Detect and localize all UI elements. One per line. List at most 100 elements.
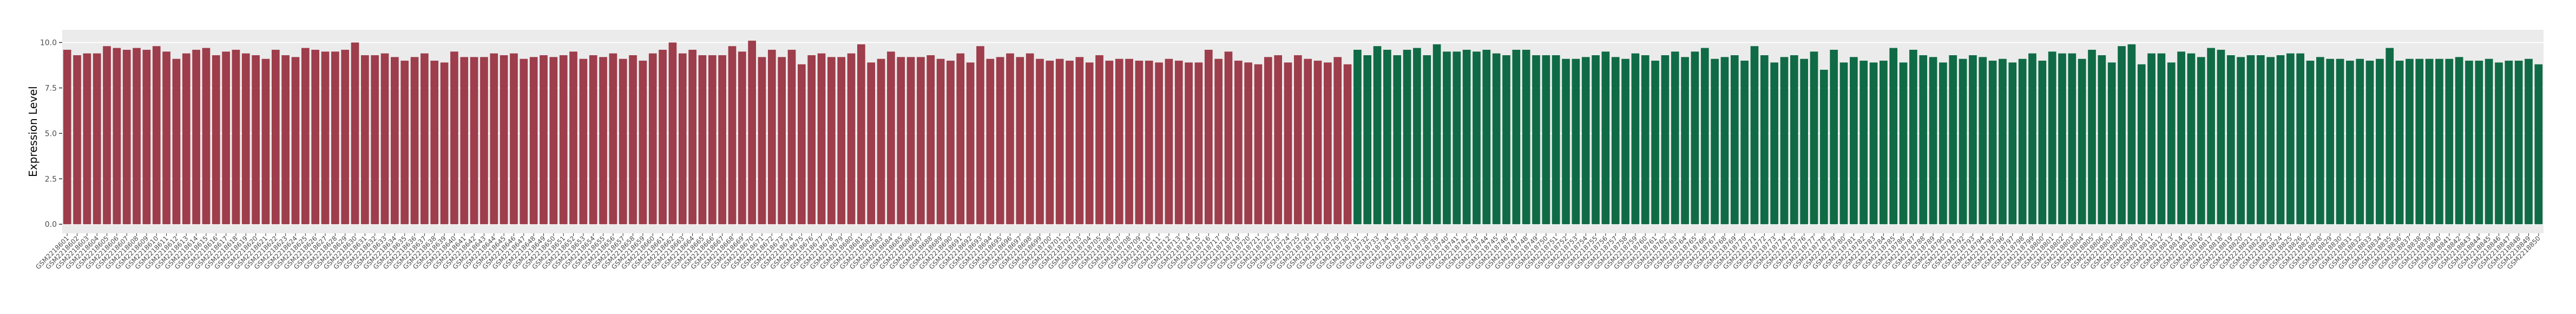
bar [2187, 53, 2196, 225]
bar [2475, 61, 2483, 225]
bar [1899, 62, 1908, 225]
y-tick-label: 2.5 [45, 175, 57, 184]
bar [520, 58, 528, 225]
bar [1979, 57, 1987, 225]
bar [113, 48, 121, 225]
bar [391, 57, 399, 225]
bar [202, 48, 211, 225]
bar [1393, 55, 1402, 225]
bar [2246, 55, 2255, 225]
bar [2425, 58, 2434, 225]
bar [1254, 64, 1263, 225]
bar [2008, 62, 2017, 225]
bar [1909, 49, 1917, 225]
bar [579, 58, 588, 225]
bar [767, 49, 776, 225]
bar [222, 51, 230, 225]
bar [1859, 61, 1868, 225]
bar [1293, 55, 1302, 225]
bar [549, 57, 558, 225]
bar [1651, 61, 1659, 225]
bar [2068, 53, 2076, 225]
bar [698, 55, 707, 225]
bar [2217, 49, 2225, 225]
bar [738, 51, 746, 225]
bar [1919, 55, 1928, 225]
y-tick-label: 10.0 [40, 39, 57, 48]
bar [1373, 46, 1382, 225]
bar [2028, 53, 2036, 225]
bar [1611, 57, 1620, 225]
bar [1304, 58, 1312, 225]
bar [73, 55, 81, 225]
bar [2048, 51, 2056, 225]
bar [1720, 57, 1729, 225]
bar [2465, 61, 2473, 225]
bar [807, 55, 816, 225]
bar [2376, 58, 2384, 225]
bar [947, 61, 955, 225]
bar [2306, 61, 2315, 225]
bar [2356, 58, 2364, 225]
bar [430, 61, 439, 225]
bar [1383, 49, 1391, 225]
bar [1482, 49, 1491, 225]
bar [966, 62, 975, 225]
bar [2226, 55, 2235, 225]
bar [1502, 55, 1510, 225]
bar [936, 58, 945, 225]
bar [2316, 57, 2324, 225]
bar [648, 53, 657, 225]
bar [2336, 58, 2344, 225]
bar [926, 55, 935, 225]
bar [241, 53, 250, 225]
bar [837, 57, 846, 225]
bar [2406, 58, 2414, 225]
bar [2276, 55, 2285, 225]
bar [1423, 55, 1431, 225]
bar [2098, 55, 2106, 225]
bar [787, 49, 796, 225]
bar [1284, 62, 1292, 225]
bar [1135, 61, 1144, 225]
bar [1999, 58, 2007, 225]
bar [152, 46, 161, 225]
bar [847, 53, 856, 225]
bar [1403, 49, 1411, 225]
bar [2505, 61, 2513, 225]
bar [133, 48, 141, 225]
bar [2207, 48, 2215, 225]
bar [817, 53, 826, 225]
bar [1691, 51, 1699, 225]
y-axis-title: Expression Level [27, 86, 40, 177]
bar [2514, 61, 2523, 225]
bar [1333, 57, 1342, 225]
bar [758, 57, 766, 225]
bar [331, 51, 339, 225]
bar [827, 57, 836, 225]
bar [2167, 62, 2176, 225]
bar [371, 55, 379, 225]
bar [1085, 62, 1094, 225]
bar [1552, 55, 1560, 225]
bar [1869, 62, 1878, 225]
bar [1711, 58, 1719, 225]
bar [2365, 61, 2374, 225]
bar [2058, 53, 2066, 225]
bar [321, 51, 330, 225]
bar [1432, 44, 1441, 225]
bar [271, 49, 280, 225]
bar [1730, 55, 1739, 225]
bar [341, 49, 350, 225]
bar [510, 53, 518, 225]
bar [1820, 69, 1828, 225]
bar [1512, 49, 1521, 225]
bar [1055, 58, 1064, 225]
bar [2107, 62, 2116, 225]
bar [470, 57, 478, 225]
bar [1542, 55, 1550, 225]
bar [1413, 48, 1421, 225]
bar [1105, 61, 1114, 225]
bar [599, 57, 607, 225]
